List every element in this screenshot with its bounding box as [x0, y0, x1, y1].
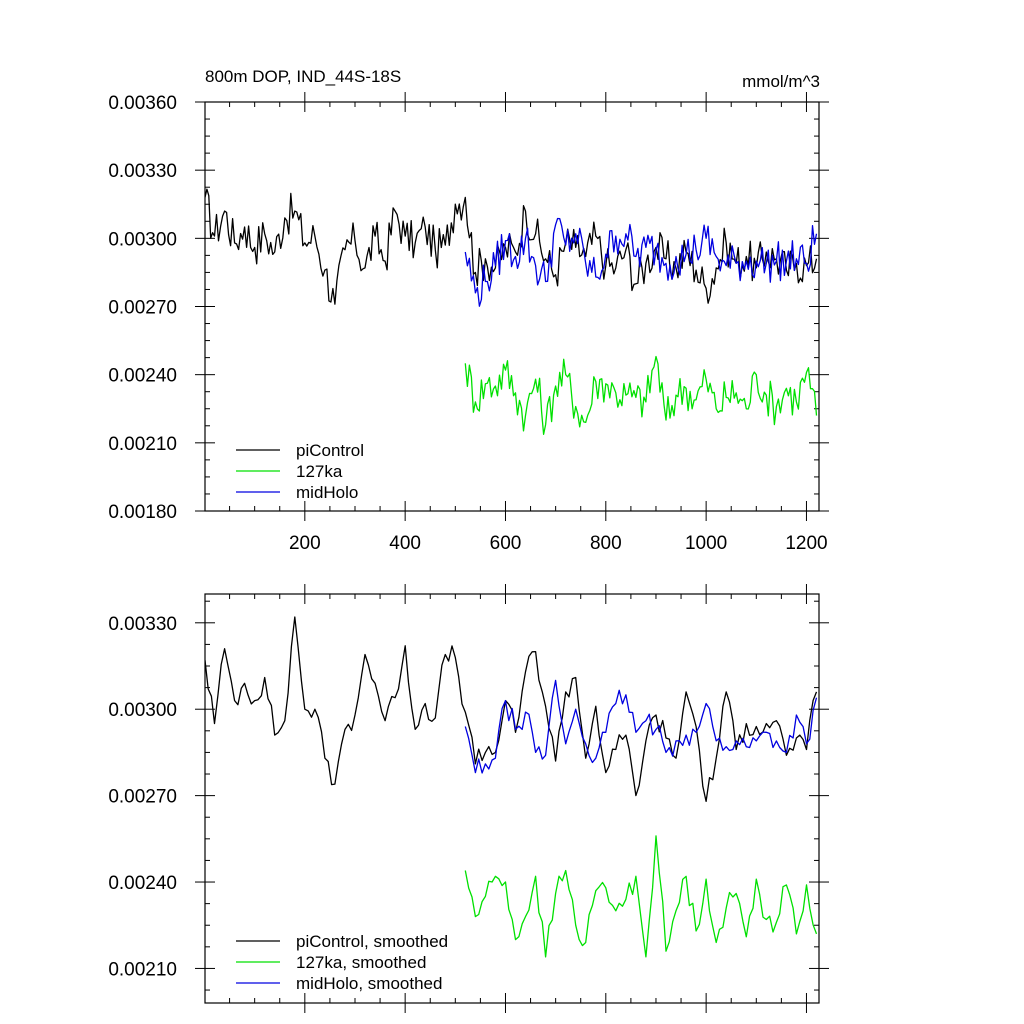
series-line-picontrol	[205, 188, 818, 305]
series-line-127ka	[464, 355, 818, 435]
y-tick-label: 0.00360	[108, 93, 177, 114]
series-line-midholo	[464, 217, 818, 307]
y-tick-label: 0.00330	[108, 614, 177, 635]
legend-label: 127ka, smoothed	[296, 953, 426, 972]
y-tick-label: 0.00240	[108, 366, 177, 387]
plot-frame	[204, 593, 820, 1004]
y-tick-label: 0.00240	[108, 873, 177, 894]
y-tick-label: 0.00330	[108, 161, 177, 182]
series-line-midholo-smoothed	[464, 679, 818, 774]
legend-label: piControl	[296, 441, 364, 460]
y-tick-label: 0.00270	[108, 298, 177, 319]
x-tick-label: 400	[389, 533, 421, 554]
y-tick-label: 0.00300	[108, 229, 177, 250]
legend-label: midHolo, smoothed	[296, 974, 442, 993]
legend-label: midHolo	[296, 483, 358, 502]
y-tick-label: 0.00270	[108, 787, 177, 808]
x-tick-label: 600	[490, 533, 522, 554]
y-tick-label: 0.00210	[108, 434, 177, 455]
top-legend: piControl 127ka midHolo	[236, 441, 364, 502]
x-tick-label: 200	[289, 533, 321, 554]
legend-label: 127ka	[296, 462, 343, 481]
y-tick-label: 0.00210	[108, 959, 177, 980]
series-line-picontrol-smoothed	[205, 616, 818, 803]
bottom-axes: 0.00210 0.00240 0.00270 0.00300 0.00330	[108, 584, 829, 1013]
units-label: mmol/m^3	[742, 72, 820, 91]
legend-label: piControl, smoothed	[296, 932, 448, 951]
chart-title: 800m DOP, IND_44S-18S	[205, 67, 401, 86]
y-tick-label: 0.00180	[108, 502, 177, 523]
bottom-series-group	[205, 616, 818, 958]
x-tick-label: 1200	[785, 533, 827, 554]
top-panel: 800m DOP, IND_44S-18S mmol/m^3 200 400 600…	[108, 67, 829, 554]
x-tick-label: 800	[590, 533, 622, 554]
top-series-group	[205, 188, 818, 435]
bottom-panel: 0.00210 0.00240 0.00270 0.00300 0.00330 piCo…	[108, 584, 829, 1013]
series-line-127ka-smoothed	[464, 835, 818, 958]
x-tick-label: 1000	[685, 533, 727, 554]
y-tick-label: 0.00300	[108, 700, 177, 721]
bottom-legend: piControl, smoothed 127ka, smoothed midHol…	[236, 932, 448, 993]
top-axes: 200 400 600 800 1000 1200 0.00180 0.00210 0.0024…	[108, 92, 829, 554]
